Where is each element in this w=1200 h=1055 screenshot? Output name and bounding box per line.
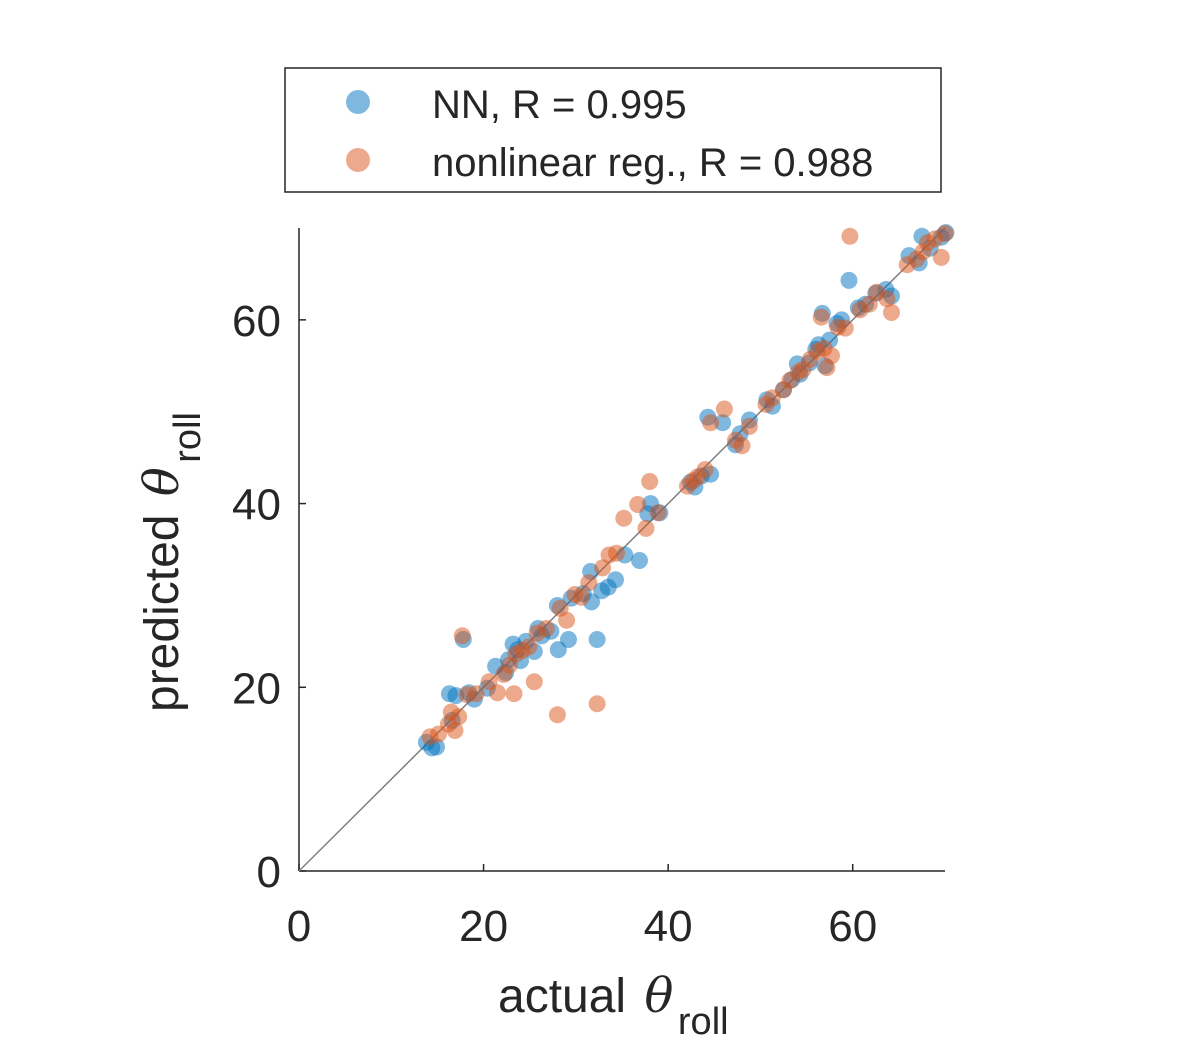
nonlinear-reg-point [488, 684, 506, 702]
x-axis-label-subscript: roll [678, 1001, 729, 1043]
legend-marker-nn [346, 90, 370, 114]
ticks: 0 20 40 60 0 20 40 60 [232, 297, 877, 951]
nonlinear-reg-point [548, 706, 566, 724]
nonlinear-reg-point [446, 722, 464, 739]
nonlinear-reg-point [505, 685, 523, 703]
legend: NN, R = 0.995 nonlinear reg., R = 0.988 [284, 67, 942, 193]
nonlinear-reg-point [594, 559, 612, 577]
nn-point [631, 552, 648, 569]
nn-point [588, 631, 606, 648]
data-points [417, 224, 955, 757]
nonlinear-reg-point [525, 673, 543, 691]
y-tick-label: 0 [257, 848, 281, 897]
nonlinear-reg-point [936, 225, 954, 242]
nonlinear-reg-point [878, 290, 896, 308]
nonlinear-reg-point [696, 461, 714, 479]
nonlinear-reg-point [537, 620, 555, 637]
y-tick-label: 60 [232, 297, 281, 346]
y-tick-label: 40 [232, 481, 281, 530]
nonlinear-reg-point [836, 319, 854, 337]
nonlinear-reg-point [450, 708, 468, 726]
nn-point [560, 631, 577, 648]
y-tick-label: 20 [232, 664, 281, 713]
nonlinear-reg-point [608, 544, 625, 562]
nonlinear-reg-point [823, 347, 840, 365]
y-axis-label-prefix: predicted [136, 515, 189, 712]
legend-label-nn: NN, R = 0.995 [432, 83, 687, 127]
nonlinear-reg-point [615, 509, 633, 527]
series-1 [421, 225, 954, 746]
nonlinear-reg-point [649, 504, 667, 522]
y-axis-label-subscript: roll [167, 412, 209, 463]
legend-label-nonlinear-reg: nonlinear reg., R = 0.988 [432, 141, 873, 185]
y-axis-label: predicted θ roll [134, 412, 209, 712]
nonlinear-reg-point [702, 414, 720, 432]
nonlinear-reg-point [740, 417, 758, 435]
nonlinear-reg-point [715, 400, 733, 418]
nonlinear-reg-point [520, 638, 538, 656]
nonlinear-reg-point [453, 627, 471, 645]
x-tick-label: 20 [459, 902, 508, 951]
nonlinear-reg-point [641, 473, 659, 490]
nn-point [607, 571, 624, 589]
nonlinear-reg-point [572, 588, 590, 606]
x-axis-label-symbol: θ [645, 968, 674, 1024]
x-tick-label: 60 [828, 902, 877, 951]
x-axis-label-prefix: actual [498, 970, 626, 1023]
nonlinear-reg-point [932, 248, 950, 266]
legend-box [284, 67, 942, 193]
nonlinear-reg-point [733, 437, 751, 455]
nonlinear-reg-point [580, 574, 598, 592]
nonlinear-reg-point [841, 227, 859, 245]
nn-point [840, 271, 858, 289]
nonlinear-reg-point [558, 611, 576, 629]
nonlinear-reg-point [467, 685, 485, 703]
legend-marker-nonlinear-reg [346, 148, 370, 172]
axes [298, 228, 945, 872]
nonlinear-reg-point [812, 308, 830, 326]
x-tick-label: 0 [287, 902, 311, 951]
nonlinear-reg-point [883, 304, 900, 321]
nonlinear-reg-point [637, 519, 655, 537]
nonlinear-reg-point [588, 695, 606, 713]
x-axis-label: actual θ roll [498, 968, 729, 1043]
nn-point [714, 414, 732, 432]
nonlinear-reg-point [629, 496, 647, 513]
y-axis-label-symbol: θ [134, 467, 190, 496]
x-tick-label: 40 [644, 902, 693, 951]
